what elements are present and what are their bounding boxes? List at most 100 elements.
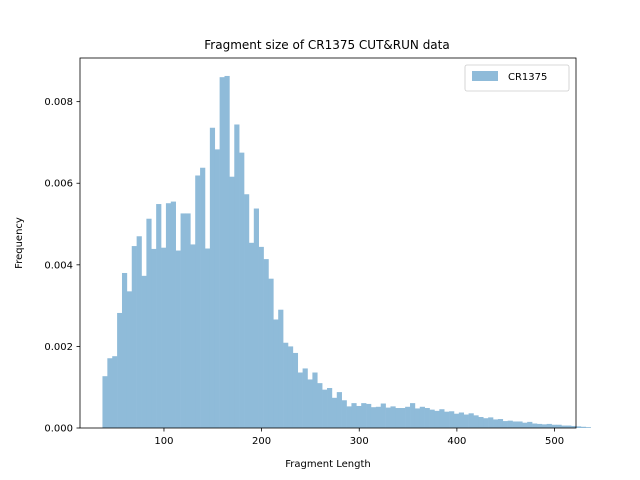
histogram-bar: [453, 413, 460, 428]
histogram-bar: [229, 176, 235, 428]
histogram-bar: [117, 312, 123, 428]
histogram-bar: [141, 275, 147, 428]
histogram-bars: [102, 75, 591, 429]
histogram-bar: [556, 424, 562, 428]
histogram-bar: [244, 194, 250, 428]
histogram-bar: [527, 421, 533, 428]
histogram-bar: [146, 218, 152, 428]
histogram-bar: [341, 400, 347, 428]
histogram-bar: [400, 408, 406, 428]
histogram-bar: [541, 424, 548, 428]
legend-entry-cr1375: CR1375: [508, 72, 547, 83]
histogram-bar: [195, 175, 201, 428]
histogram-bar: [121, 272, 128, 428]
histogram-bar: [512, 421, 518, 428]
histogram-bar: [551, 424, 557, 428]
y-tick-label: 0.008: [44, 97, 73, 108]
histogram-bar: [483, 418, 489, 428]
histogram-bar: [131, 246, 137, 428]
histogram-bar: [107, 358, 113, 428]
histogram-bar: [248, 242, 255, 428]
histogram-bar: [151, 248, 157, 428]
histogram-bar: [136, 236, 142, 428]
histogram-bar: [312, 372, 318, 428]
histogram-bar: [449, 411, 455, 428]
histogram-bar: [405, 406, 411, 428]
legend: CR1375: [464, 64, 570, 92]
histogram-bar: [532, 423, 538, 428]
y-tick-label: 0.000: [44, 424, 73, 435]
histogram-bar: [478, 416, 484, 428]
histogram-bar: [263, 259, 269, 428]
histogram-bar: [571, 425, 577, 428]
y-tick-label: 0.006: [44, 179, 73, 190]
histogram-bar: [536, 423, 543, 428]
legend-swatch: [472, 71, 498, 81]
histogram-bar: [502, 421, 508, 428]
histogram-bar: [253, 208, 259, 428]
x-tick-label: 100: [154, 436, 173, 447]
histogram-bar: [361, 403, 367, 428]
histogram-bar: [180, 213, 186, 428]
histogram-bar: [410, 403, 416, 428]
histogram-bar: [434, 410, 440, 428]
histogram-bar: [414, 408, 421, 428]
histogram-bar: [302, 368, 308, 428]
histogram-bar: [439, 409, 445, 428]
x-axis-ticks: 100 200 300 400 500: [154, 428, 564, 447]
histogram-bar: [566, 425, 572, 428]
x-tick-label: 400: [447, 436, 466, 447]
histogram-bar: [165, 203, 172, 428]
x-tick-label: 300: [350, 436, 369, 447]
histogram-bar: [346, 406, 352, 428]
histogram-bar: [292, 352, 299, 428]
histogram-bar: [126, 291, 133, 428]
histogram-bar: [356, 405, 362, 428]
histogram-bar: [287, 346, 294, 428]
histogram-bar: [375, 406, 382, 428]
histogram-bar: [473, 415, 479, 428]
histogram-bar: [283, 342, 289, 428]
histogram-bar: [258, 246, 264, 428]
histogram-bar: [370, 407, 377, 428]
histogram-bar: [214, 149, 220, 428]
histogram-bar: [580, 426, 587, 428]
histogram-bar: [209, 127, 216, 428]
plot-frame: [79, 57, 577, 429]
histogram-bar: [380, 403, 386, 428]
histogram-bar: [234, 124, 240, 429]
histogram-bar: [204, 248, 211, 428]
histogram-bar: [561, 425, 567, 428]
histogram-bar: [170, 201, 176, 428]
histogram-bar: [497, 419, 504, 428]
histogram-bar: [488, 417, 494, 428]
histogram-bar: [102, 376, 108, 428]
histogram-bar: [161, 247, 167, 428]
histogram-bar: [585, 427, 591, 428]
histogram-bar: [463, 414, 469, 428]
histogram-bar: [395, 408, 401, 428]
histogram-bar: [419, 406, 425, 428]
histogram-bar: [239, 152, 245, 428]
histogram-bar: [424, 408, 430, 428]
histogram-bar: [190, 244, 196, 428]
histogram-bar: [322, 389, 328, 428]
histogram-bar: [522, 422, 528, 428]
chart-title: Fragment size of CR1375 CUT&RUN data: [204, 38, 449, 52]
histogram-bar: [429, 409, 435, 428]
histogram-bar: [336, 392, 342, 428]
histogram-bar: [156, 204, 162, 428]
histogram-bar: [351, 403, 357, 428]
x-tick-label: 500: [545, 436, 564, 447]
histogram-bar: [546, 423, 552, 428]
y-axis-ticks: 0.000 0.002 0.004 0.006 0.008: [44, 97, 80, 435]
histogram-bar: [297, 372, 303, 428]
histogram-bar: [112, 356, 118, 428]
histogram-bar: [331, 397, 338, 428]
histogram-bar: [517, 421, 523, 428]
y-axis-label: Frequency: [14, 217, 25, 269]
x-tick-label: 200: [252, 436, 271, 447]
histogram-bar: [327, 388, 333, 428]
y-tick-label: 0.004: [44, 260, 73, 271]
